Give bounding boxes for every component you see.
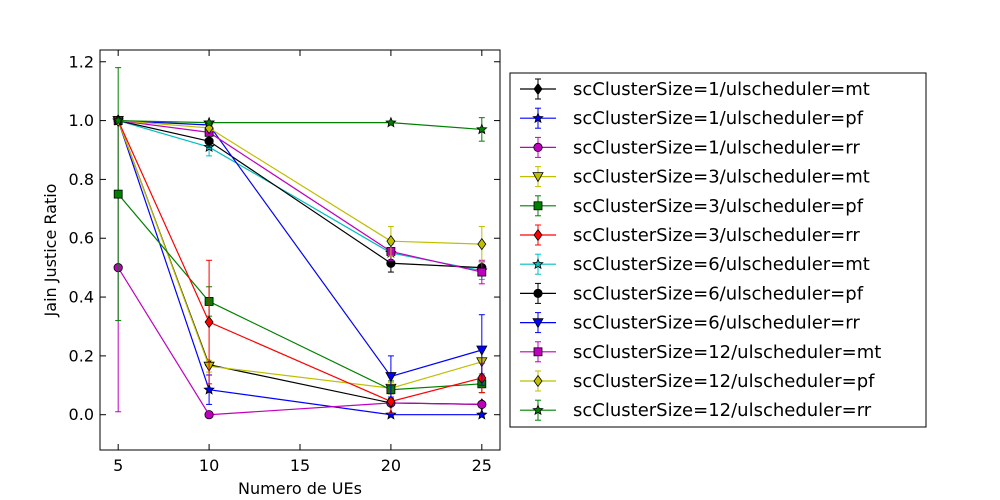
- series-11: [113, 114, 487, 263]
- data-point: [112, 114, 124, 126]
- legend-marker: [532, 112, 544, 124]
- legend-frame: [509, 72, 927, 428]
- legend-label: scClusterSize=12/ulscheduler=rr: [573, 400, 872, 421]
- y-tick-label: 1.0: [69, 111, 94, 130]
- legend-entry: scClusterSize=3/ulscheduler=mt: [520, 166, 870, 188]
- legend-entry: scClusterSize=12/ulscheduler=mt: [520, 341, 881, 363]
- data-point: [385, 408, 397, 420]
- legend-entry: scClusterSize=3/ulscheduler=pf: [520, 195, 864, 217]
- x-tick-label: 25: [472, 456, 492, 475]
- data-point: [113, 189, 123, 199]
- legend-label: scClusterSize=3/ulscheduler=pf: [573, 196, 864, 217]
- x-tick-label: 20: [381, 456, 401, 475]
- legend-label: scClusterSize=6/ulscheduler=rr: [573, 313, 860, 334]
- legend-marker: [533, 374, 543, 388]
- legend-entry: scClusterSize=12/ulscheduler=pf: [520, 370, 875, 392]
- y-tick-label: 0.2: [69, 346, 94, 365]
- y-tick-label: 0.4: [69, 288, 94, 307]
- data-point: [476, 345, 488, 356]
- legend-entry: scClusterSize=1/ulscheduler=pf: [520, 107, 864, 129]
- legend-label: scClusterSize=6/ulscheduler=mt: [573, 254, 870, 275]
- legend-label: scClusterSize=1/ulscheduler=rr: [573, 137, 860, 158]
- legend-marker: [532, 318, 544, 329]
- x-tick-label: 5: [113, 456, 123, 475]
- legend-label: scClusterSize=1/ulscheduler=pf: [573, 108, 864, 129]
- data-point: [204, 315, 214, 329]
- data-point: [477, 399, 487, 410]
- y-axis-label: Jain Justice Ratio: [41, 184, 60, 318]
- x-axis-label: Numero de UEs: [238, 479, 362, 498]
- data-point: [386, 395, 396, 408]
- series-line: [117, 193, 482, 391]
- data-point: [203, 383, 215, 395]
- legend-marker: [533, 228, 543, 242]
- legend-marker: [533, 288, 543, 298]
- ticks-layer: 5 10 15 20 25 0.0 0.2 0.4 0.6 0.8 1.0 1.2: [69, 50, 500, 475]
- legend-label: scClusterSize=3/ulscheduler=rr: [573, 225, 860, 246]
- series-line: [118, 119, 482, 131]
- series-line: [117, 120, 482, 389]
- y-tick-label: 0.6: [69, 229, 94, 248]
- legend-marker: [533, 201, 543, 211]
- legend-entry: scClusterSize=6/ulscheduler=mt: [520, 253, 870, 275]
- series-line: [117, 120, 482, 403]
- y-tick-label: 0.8: [69, 170, 94, 189]
- x-tick-label: 15: [290, 456, 310, 475]
- series-line: [118, 119, 482, 245]
- series-layer: [112, 67, 488, 420]
- series-line: [118, 119, 482, 273]
- series-line: [117, 267, 482, 416]
- legend-marker: [533, 347, 543, 357]
- legend-label: scClusterSize=12/ulscheduler=pf: [573, 371, 875, 392]
- series-12: [112, 114, 488, 142]
- legend-marker: [533, 142, 543, 152]
- legend-label: scClusterSize=1/ulscheduler=mt: [573, 79, 870, 100]
- legend-entry: scClusterSize=1/ulscheduler=mt: [520, 78, 870, 100]
- legend-marker: [533, 82, 543, 96]
- data-point: [477, 237, 487, 251]
- legend-entry: scClusterSize=6/ulscheduler=rr: [520, 312, 860, 334]
- legend-marker: [532, 172, 544, 183]
- data-point: [204, 410, 214, 420]
- legend-label: scClusterSize=3/ulscheduler=mt: [573, 167, 870, 188]
- legend-marker: [532, 404, 544, 416]
- legend-entry: scClusterSize=3/ulscheduler=rr: [520, 224, 860, 246]
- data-point: [385, 116, 397, 128]
- series-line: [117, 120, 482, 416]
- data-point: [385, 372, 397, 383]
- y-tick-label: 0.0: [69, 405, 94, 424]
- series-line: [118, 119, 482, 378]
- legend: scClusterSize=1/ulscheduler=mt scClusterS…: [509, 72, 927, 428]
- plot-area: 5 10 15 20 25 0.0 0.2 0.4 0.6 0.8 1.0 1.2: [69, 49, 501, 475]
- y-tick-label: 1.2: [69, 52, 94, 71]
- series-line: [118, 120, 482, 269]
- data-point: [476, 408, 488, 420]
- legend-entry: scClusterSize=6/ulscheduler=pf: [520, 282, 864, 304]
- legend-marker: [532, 258, 544, 270]
- data-point: [203, 116, 215, 128]
- x-tick-label: 10: [199, 456, 219, 475]
- data-point: [476, 123, 488, 135]
- legend-label: scClusterSize=12/ulscheduler=mt: [573, 342, 881, 363]
- legend-items: scClusterSize=1/ulscheduler=mt scClusterS…: [520, 78, 881, 421]
- data-point: [477, 267, 487, 277]
- data-point: [386, 234, 396, 248]
- series-2: [112, 114, 488, 420]
- legend-entry: scClusterSize=12/ulscheduler=rr: [520, 399, 872, 421]
- data-point: [204, 136, 214, 146]
- legend-label: scClusterSize=6/ulscheduler=pf: [573, 283, 864, 304]
- legend-entry: scClusterSize=1/ulscheduler=rr: [520, 136, 860, 158]
